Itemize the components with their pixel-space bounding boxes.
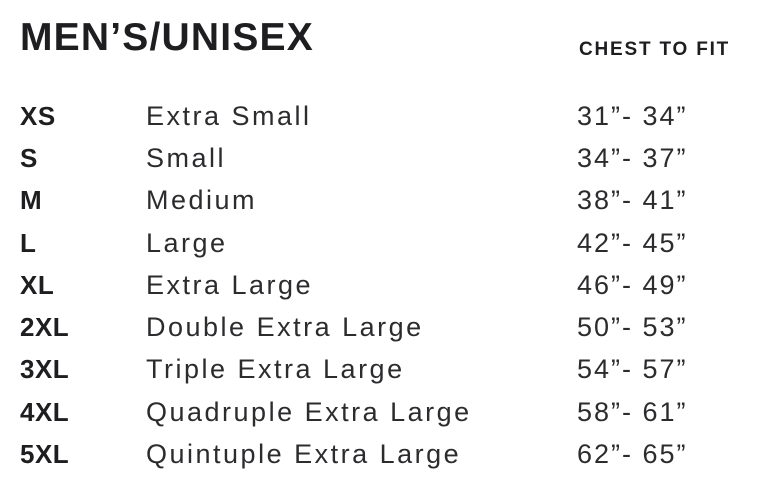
chest-range: 62”- 65”: [577, 439, 688, 470]
table-row: XS Extra Small 31”- 34”: [0, 95, 782, 137]
table-row: 2XL Double Extra Large 50”- 53”: [0, 306, 782, 348]
size-name: Quadruple Extra Large: [146, 396, 472, 427]
size-name: Quintuple Extra Large: [146, 439, 462, 470]
size-name: Medium: [146, 185, 258, 216]
size-name: Double Extra Large: [146, 312, 424, 343]
table-row: 5XL Quintuple Extra Large 62”- 65”: [0, 433, 782, 475]
size-name: Extra Small: [146, 100, 312, 131]
size-name: Small: [146, 142, 227, 173]
table-row: XL Extra Large 46”- 49”: [0, 264, 782, 306]
size-code: XS: [20, 100, 56, 131]
table-row: L Large 42”- 45”: [0, 222, 782, 264]
size-name: Extra Large: [146, 269, 314, 300]
page-title: MEN’S/UNISEX: [20, 16, 314, 59]
size-code: 4XL: [20, 396, 70, 427]
size-code: 3XL: [20, 354, 70, 385]
table-row: M Medium 38”- 41”: [0, 180, 782, 222]
size-table: XS Extra Small 31”- 34” S Small 34”- 37”…: [0, 95, 782, 476]
table-row: 4XL Quadruple Extra Large 58”- 61”: [0, 391, 782, 433]
table-row: S Small 34”- 37”: [0, 137, 782, 179]
chest-range: 58”- 61”: [577, 396, 688, 427]
size-code: S: [20, 142, 38, 173]
size-code: L: [20, 227, 37, 258]
chest-range: 50”- 53”: [577, 312, 688, 343]
chest-to-fit-header: CHEST TO FIT: [579, 39, 731, 60]
chest-range: 34”- 37”: [577, 142, 688, 173]
size-code: XL: [20, 269, 55, 300]
size-code: 2XL: [20, 312, 70, 343]
size-name: Triple Extra Large: [146, 354, 405, 385]
size-code: 5XL: [20, 439, 70, 470]
table-row: 3XL Triple Extra Large 54”- 57”: [0, 349, 782, 391]
size-code: M: [20, 185, 43, 216]
chest-range: 42”- 45”: [577, 227, 688, 258]
size-name: Large: [146, 227, 228, 258]
chest-range: 54”- 57”: [577, 354, 688, 385]
chest-range: 46”- 49”: [577, 269, 688, 300]
chest-range: 38”- 41”: [577, 185, 688, 216]
chest-range: 31”- 34”: [577, 100, 688, 131]
